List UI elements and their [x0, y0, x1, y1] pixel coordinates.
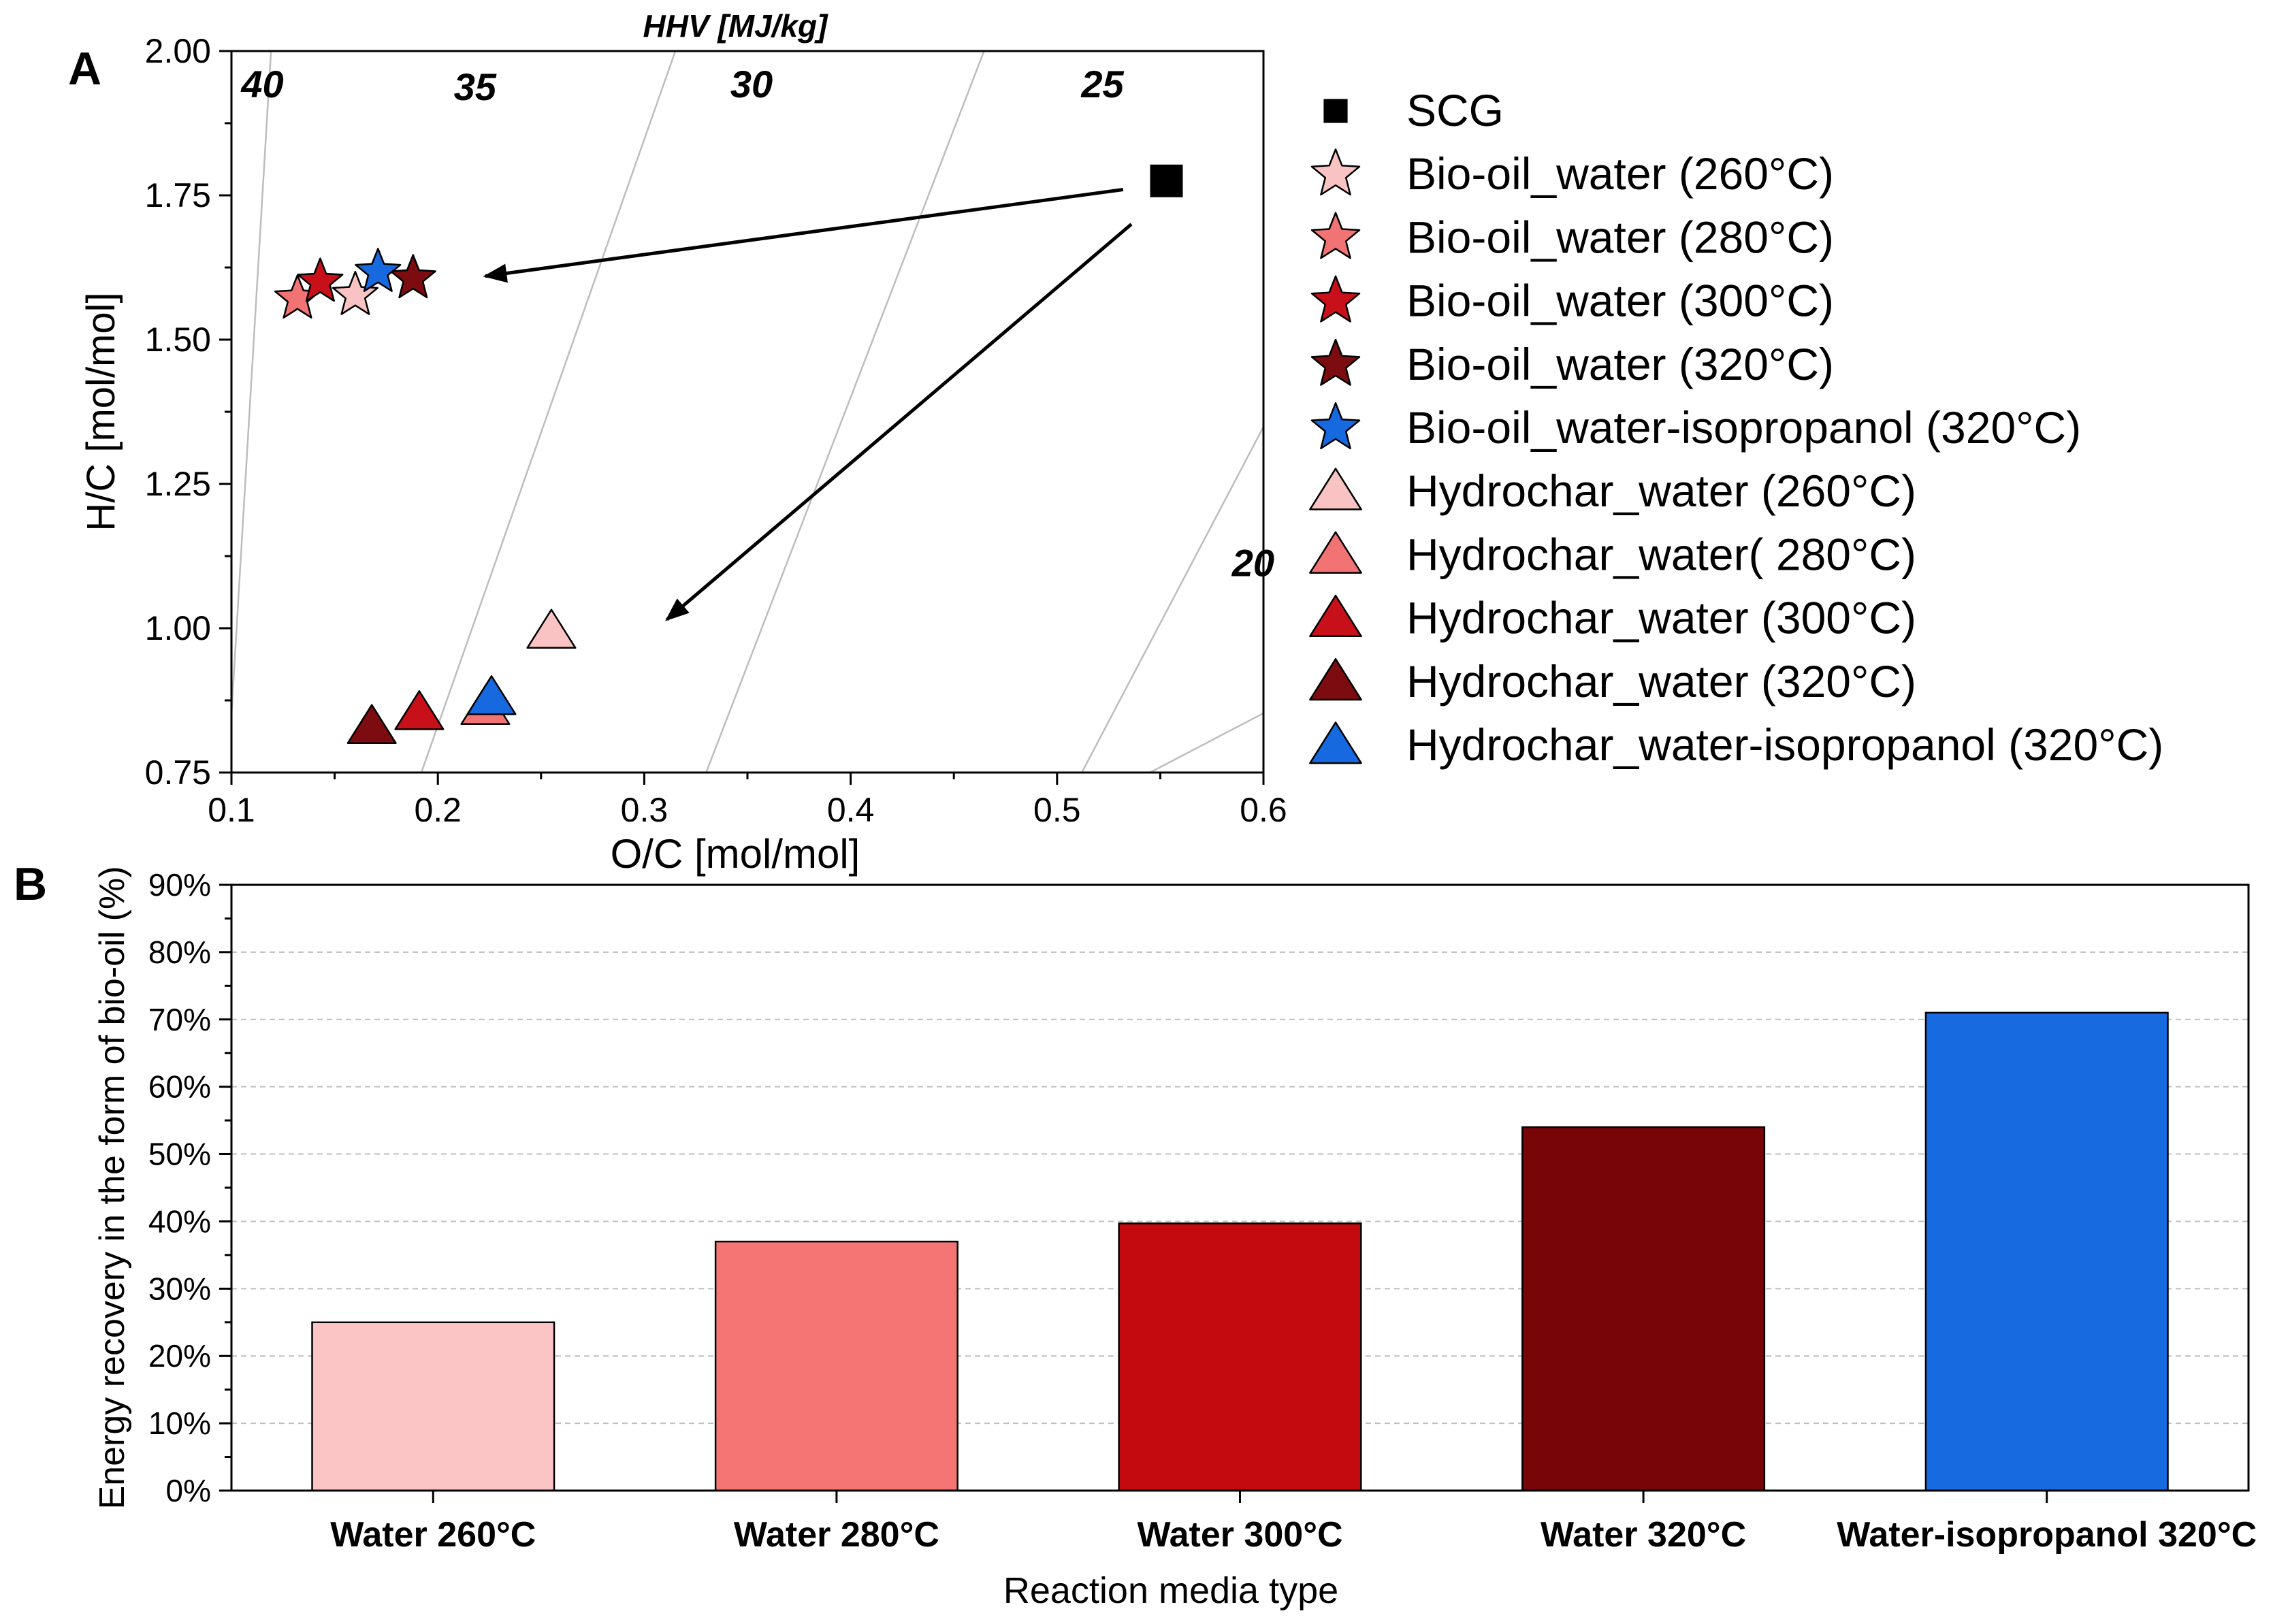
iso-hhv-label-20: 20 — [1231, 542, 1274, 585]
x-tick-label: 0.5 — [1033, 791, 1081, 829]
legend-marker — [1309, 721, 1362, 764]
point-scg — [1150, 164, 1183, 197]
legend-marker — [1310, 338, 1361, 386]
iso-hhv-label-40: 40 — [240, 63, 283, 105]
legend-marker — [1309, 531, 1362, 574]
arrows — [483, 188, 1133, 621]
x-tick-label: 0.4 — [827, 791, 875, 829]
x-axis: 0.1 0.2 0.3 0.4 0.5 0.6 — [208, 773, 1287, 829]
legend-label: Bio-oil_water-isopropanol (320°C) — [1406, 402, 2081, 453]
iso-hhv-line-30 — [705, 51, 985, 773]
chart-title: HHV [MJ/kg] — [643, 8, 829, 44]
x-tick-label: Water 300°C — [1137, 1515, 1342, 1555]
iso-hhv-line-25 — [1081, 425, 1263, 773]
y-tick-label: 50% — [148, 1137, 211, 1172]
y-tick-label: 90% — [148, 867, 211, 903]
point-hydrochar-water-320-c- — [346, 704, 397, 744]
iso-hhv-line-40 — [231, 51, 272, 715]
y-tick-label: 1.00 — [145, 609, 211, 647]
arrow-1 — [483, 188, 1124, 283]
y-tick-label: 20% — [148, 1338, 211, 1374]
x-axis-label: Reaction media type — [1003, 1570, 1338, 1611]
y-axis: 0.75 1.00 1.25 1.50 1.75 2.00 — [145, 32, 231, 792]
x-tick-label: Water-isopropanol 320°C — [1837, 1515, 2257, 1555]
bar-panel: B 0% 10% 20% 30% 40% 50% 60% 70% 80% 90% Water 26… — [14, 858, 2257, 1611]
y-tick-label: 40% — [148, 1203, 211, 1239]
x-tick-label: 0.6 — [1240, 791, 1287, 829]
iso-hhv-line-35 — [420, 51, 677, 773]
point-bio-oil-water-isopropanol-320-c- — [355, 248, 402, 292]
legend-label: Hydrochar_water (260°C) — [1406, 466, 1916, 516]
y-tick-label: 80% — [148, 935, 211, 970]
legend-marker — [1310, 275, 1361, 323]
legend: SCG Bio-oil_water (260°C) Bio-oil_water (2… — [1309, 85, 2163, 770]
legend-marker — [1310, 148, 1361, 196]
y-tick-label: 2.00 — [145, 32, 211, 70]
bar-5 — [1924, 1011, 2169, 1492]
legend-marker — [1309, 468, 1362, 510]
y-tick-label: 60% — [148, 1069, 211, 1105]
bar-1 — [311, 1321, 555, 1492]
y-tick-label: 1.75 — [145, 176, 211, 214]
legend-label: Bio-oil_water (260°C) — [1406, 148, 1834, 199]
legend-label: Hydrochar_water (300°C) — [1406, 593, 1916, 643]
x-axis: Water 260°C Water 280°C Water 300°C Water 3… — [330, 1491, 2257, 1555]
point-hydrochar-water-300-c- — [394, 690, 445, 730]
y-axis-label: H/C [mol/mol] — [79, 292, 123, 531]
bar-3 — [1118, 1222, 1362, 1492]
legend-label: Hydrochar_water (320°C) — [1406, 656, 1916, 707]
bar-2 — [714, 1240, 958, 1492]
iso-hhv-label-25: 25 — [1080, 63, 1124, 105]
legend-label: Hydrochar_water( 280°C) — [1406, 529, 1916, 579]
y-axis: 0% 10% 20% 30% 40% 50% 60% 70% 80% 90% — [148, 867, 231, 1508]
arrow-2 — [665, 223, 1133, 621]
point-bio-oil-water-320-c- — [389, 254, 436, 299]
legend-label: Bio-oil_water (300°C) — [1406, 276, 1834, 326]
x-tick-label: 0.2 — [414, 791, 462, 829]
x-tick-label: 0.1 — [208, 791, 255, 829]
data-points — [274, 164, 1183, 744]
legend-label: Hydrochar_water-isopropanol (320°C) — [1406, 719, 2163, 770]
legend-marker — [1310, 212, 1361, 259]
legend-label: Bio-oil_water (280°C) — [1406, 212, 1834, 262]
x-tick-label: Water 280°C — [734, 1515, 939, 1555]
iso-hhv-labels: 40 35 30 25 20 — [240, 63, 1274, 585]
legend-label: Bio-oil_water (320°C) — [1406, 339, 1834, 389]
gridlines — [231, 951, 2248, 1425]
x-tick-label: Water 320°C — [1541, 1515, 1746, 1555]
x-tick-label: Water 260°C — [330, 1515, 536, 1555]
bars — [311, 1011, 2169, 1492]
point-hydrochar-water-isopropanol-320-c- — [466, 675, 517, 715]
legend-marker — [1310, 402, 1361, 450]
point-bio-oil-water-260-c- — [332, 270, 378, 315]
legend-marker — [1323, 99, 1348, 123]
legend-label: SCG — [1406, 85, 1504, 135]
legend-marker — [1309, 594, 1362, 638]
panel-label-b: B — [14, 858, 47, 910]
y-tick-label: 10% — [148, 1406, 211, 1441]
point-hydrochar-water-260-c- — [526, 608, 577, 649]
y-tick-label: 1.50 — [145, 321, 211, 359]
bar-4 — [1521, 1126, 1766, 1492]
iso-hhv-label-35: 35 — [454, 65, 497, 108]
y-tick-label: 1.25 — [145, 465, 211, 503]
iso-hhv-lines — [231, 51, 1263, 773]
y-tick-label: 30% — [148, 1271, 211, 1306]
y-axis-label: Energy recovery in the form of bio-oil (… — [93, 866, 132, 1509]
x-axis-label: O/C [mol/mol] — [611, 831, 860, 877]
y-tick-label: 0% — [166, 1473, 211, 1508]
x-tick-label: 0.3 — [621, 791, 668, 829]
y-tick-label: 0.75 — [145, 753, 211, 792]
point-bio-oil-water-300-c- — [297, 257, 344, 302]
panel-label-a: A — [68, 43, 101, 95]
scatter-panel: A HHV [MJ/kg] 40 35 30 25 20 0.1 0.2 0.3 0.4 0.5… — [68, 8, 2163, 877]
iso-hhv-label-30: 30 — [730, 63, 773, 105]
legend-marker — [1309, 657, 1362, 701]
y-tick-label: 70% — [148, 1002, 211, 1037]
